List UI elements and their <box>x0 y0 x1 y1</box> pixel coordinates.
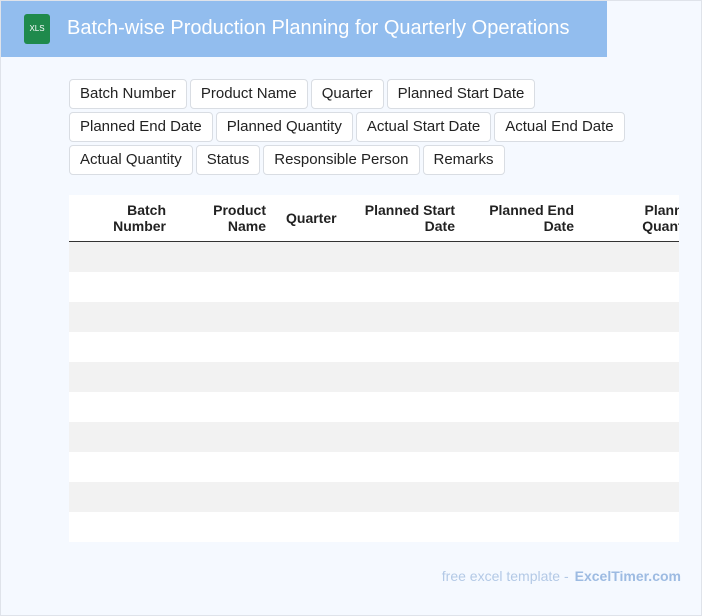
column-header: Batch Number <box>69 195 176 242</box>
header-row: Batch Number Product Name Quarter Planned S… <box>69 195 679 242</box>
page-title: Batch-wise Production Planning for Quart… <box>67 17 570 39</box>
table: Batch Number Product Name Quarter Planned S… <box>69 195 679 542</box>
column-header: Quarter <box>276 195 341 242</box>
tag[interactable]: Planned Quantity <box>215 112 353 142</box>
footer-text: free excel template - <box>441 568 569 584</box>
footer: free excel template - ExcelTimer.com <box>442 568 681 584</box>
row <box>69 302 679 332</box>
tag[interactable]: Status <box>195 145 261 175</box>
row <box>69 482 679 512</box>
row <box>69 512 679 542</box>
tag[interactable]: Actual End Date <box>494 112 625 142</box>
row <box>69 272 679 302</box>
column-header: Product Name <box>176 195 276 242</box>
row <box>69 392 679 422</box>
row <box>69 332 679 362</box>
row <box>69 362 679 392</box>
column-header: Planned Quantity <box>584 195 679 242</box>
row <box>69 422 679 452</box>
brand-link[interactable]: ExcelTimer.com <box>574 568 681 584</box>
tag[interactable]: Remarks <box>422 145 505 175</box>
tag-list: Batch Number Product Name Quarter Planned S… <box>69 79 679 175</box>
header: XLS Batch-wise Production Planning for Q… <box>1 1 607 57</box>
tag[interactable]: Product Name <box>189 79 308 109</box>
file-icon: XLS <box>24 14 50 44</box>
column-header: Planned Start Date <box>341 195 465 242</box>
tag[interactable]: Actual Start Date <box>355 112 492 142</box>
table-container: Batch Number Product Name Quarter Planned S… <box>69 195 679 542</box>
tag[interactable]: Quarter <box>310 79 384 109</box>
row <box>69 241 679 272</box>
tag[interactable]: Actual Quantity <box>69 145 193 175</box>
tag[interactable]: Responsible Person <box>263 145 420 175</box>
tag[interactable]: Batch Number <box>69 79 187 109</box>
tag[interactable]: Planned End Date <box>69 112 213 142</box>
tag[interactable]: Planned Start Date <box>386 79 536 109</box>
column-header: Planned End Date <box>465 195 584 242</box>
row <box>69 452 679 482</box>
